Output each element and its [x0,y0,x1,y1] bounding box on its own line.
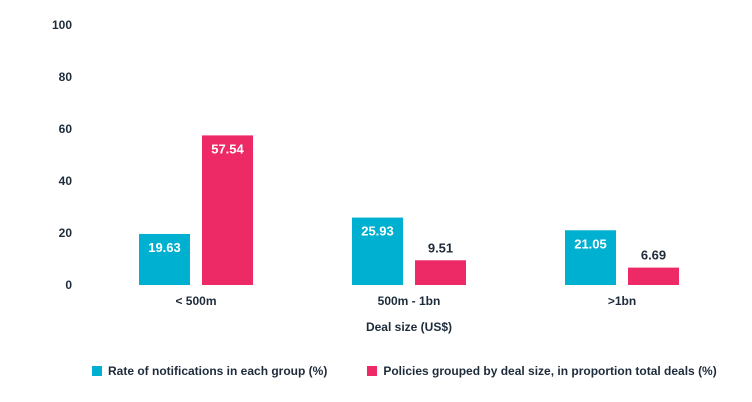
x-tick-label: 500m - 1bn [378,294,441,308]
x-tick-label: < 500m [175,294,216,308]
legend-swatch-notifications [92,366,102,376]
x-axis-label: Deal size (US$) [366,320,452,334]
bar-policies [202,135,253,285]
x-tick-label: >1bn [608,294,636,308]
legend-label-policies: Policies grouped by deal size, in propor… [383,364,717,378]
legend-swatch-policies [367,366,378,376]
x-axis-ticks: < 500m 500m - 1bn >1bn [175,294,636,308]
legend-item-policies: Policies grouped by deal size, in propor… [367,364,717,378]
legend-label-notifications: Rate of notifications in each group (%) [108,364,328,378]
y-tick-label: 40 [59,174,73,188]
bars: 19.63 57.54 25.93 9.51 21.05 6.69 [139,135,679,285]
legend-item-notifications: Rate of notifications in each group (%) [92,364,327,378]
y-tick-label: 100 [52,18,72,32]
y-axis-ticks: 0 20 40 60 80 100 [52,18,72,292]
data-label: 25.93 [361,224,394,239]
y-tick-label: 80 [59,70,73,84]
bar-notifications [565,230,616,285]
bar-policies [415,260,466,285]
bar-notifications [352,217,403,285]
data-label: 9.51 [428,240,453,255]
y-tick-label: 60 [59,122,73,136]
legend: Rate of notifications in each group (%) … [92,364,717,378]
data-label: 19.63 [148,240,181,255]
data-label: 21.05 [574,236,607,251]
bar-notifications [139,233,190,285]
data-label: 57.54 [211,141,244,156]
bar-policies [628,267,679,285]
y-tick-label: 20 [59,226,73,240]
y-tick-label: 0 [65,278,72,292]
data-label: 6.69 [641,248,666,263]
